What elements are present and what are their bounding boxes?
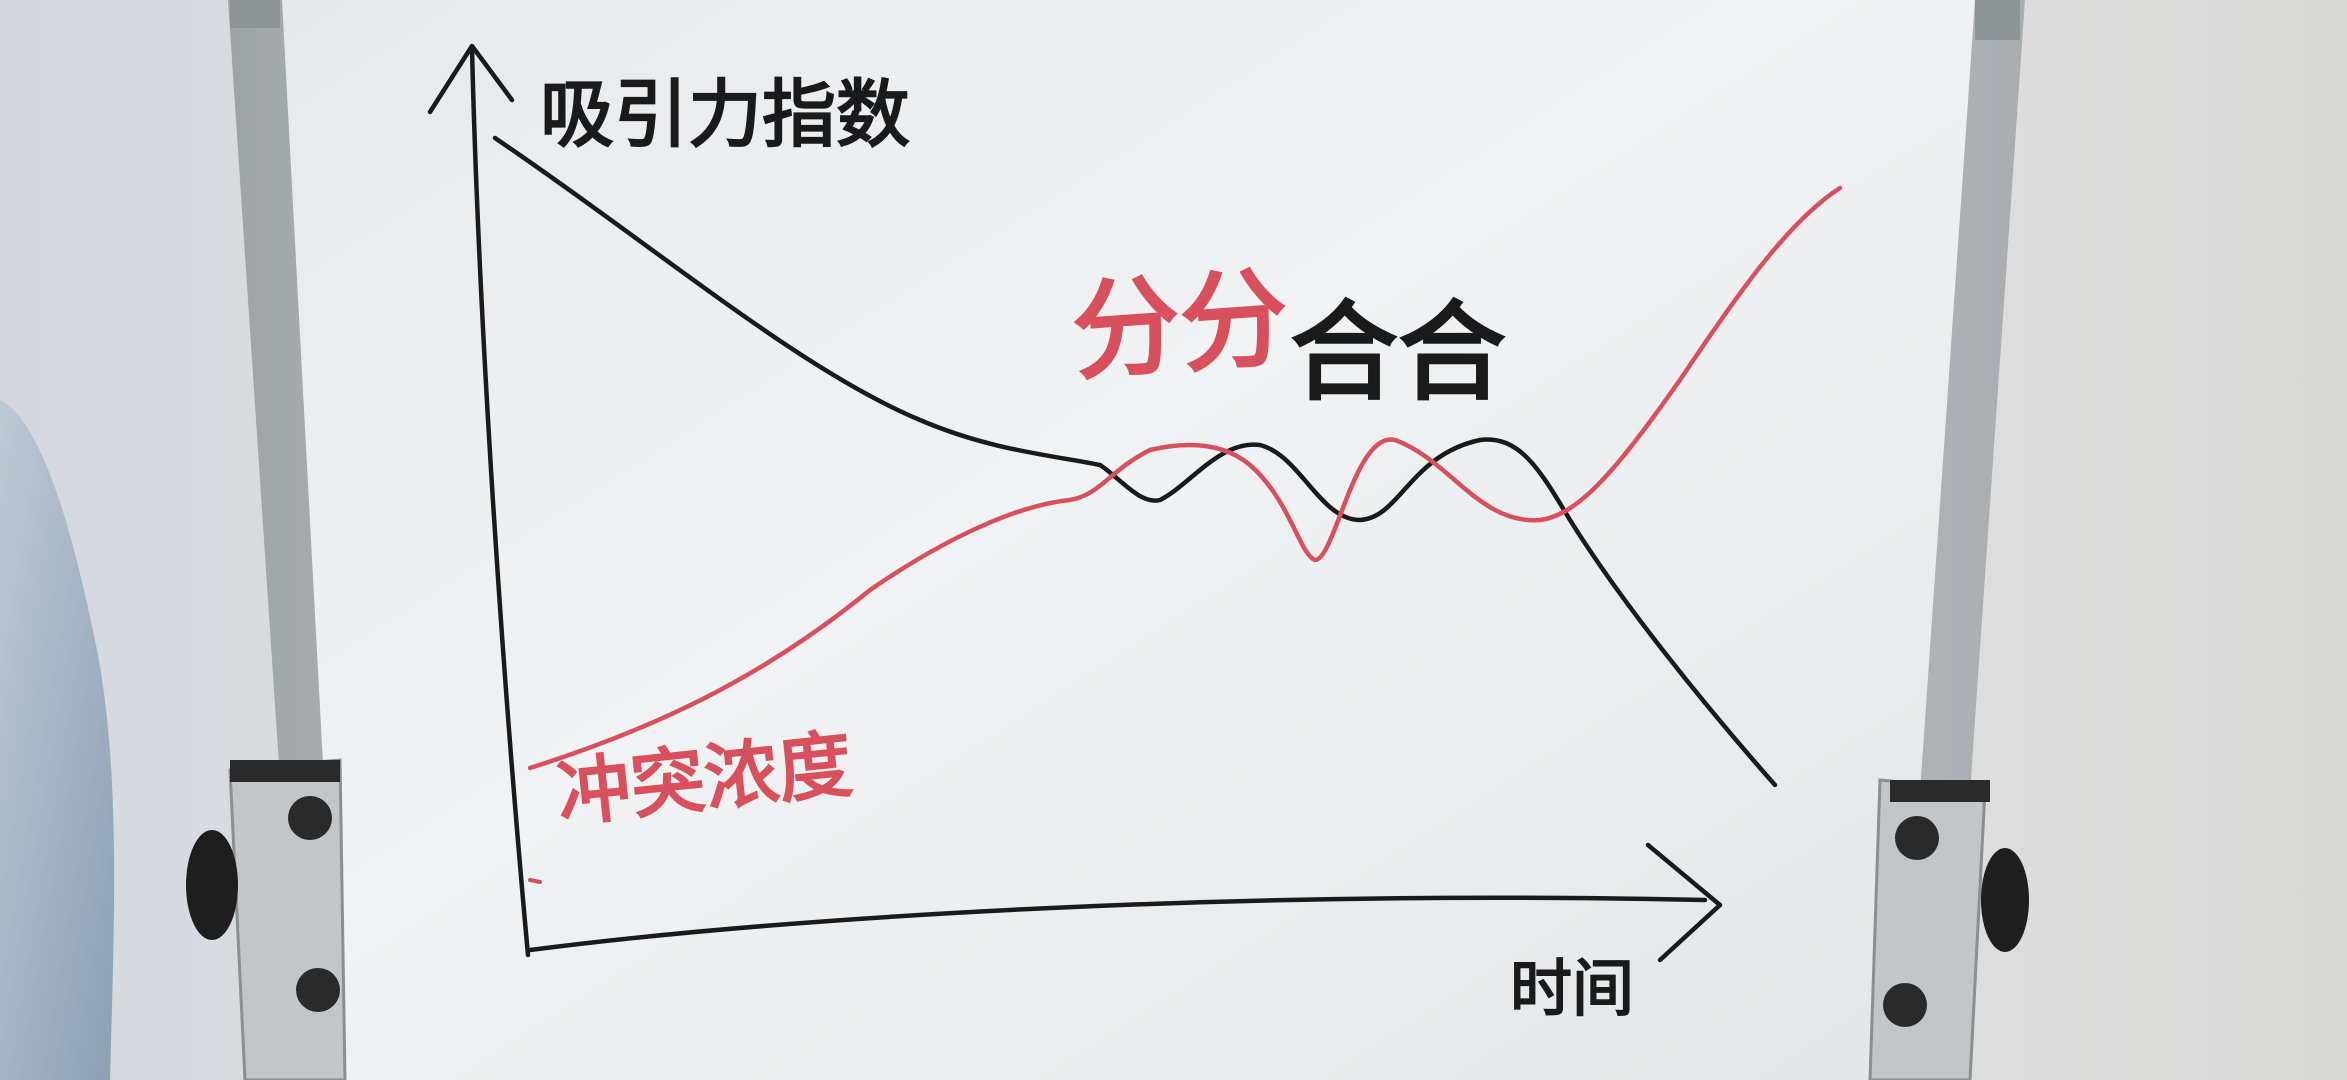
x-axis-line [527,895,1708,953]
whiteboard-surface [282,0,1975,1080]
right-stand-bracket [1868,778,2029,1080]
y-axis-arrowhead [427,43,515,115]
red-origin-tick [528,878,542,884]
title-black-part: 合合 [1290,291,1506,416]
x-axis-label: 时间 [1510,952,1634,1025]
left-stand-bracket [186,758,347,1080]
plastic-bag [0,400,115,1080]
frame-corner-right [1975,0,2020,40]
y-axis-label: 吸引力指数 [540,72,910,158]
y-axis-line [469,45,531,958]
x-axis-arrowhead [1645,842,1723,963]
title-red-part: 分分 [1068,256,1292,396]
red-curve [527,185,1843,771]
black-curve [492,135,1778,788]
frame-corner-left [230,0,280,28]
